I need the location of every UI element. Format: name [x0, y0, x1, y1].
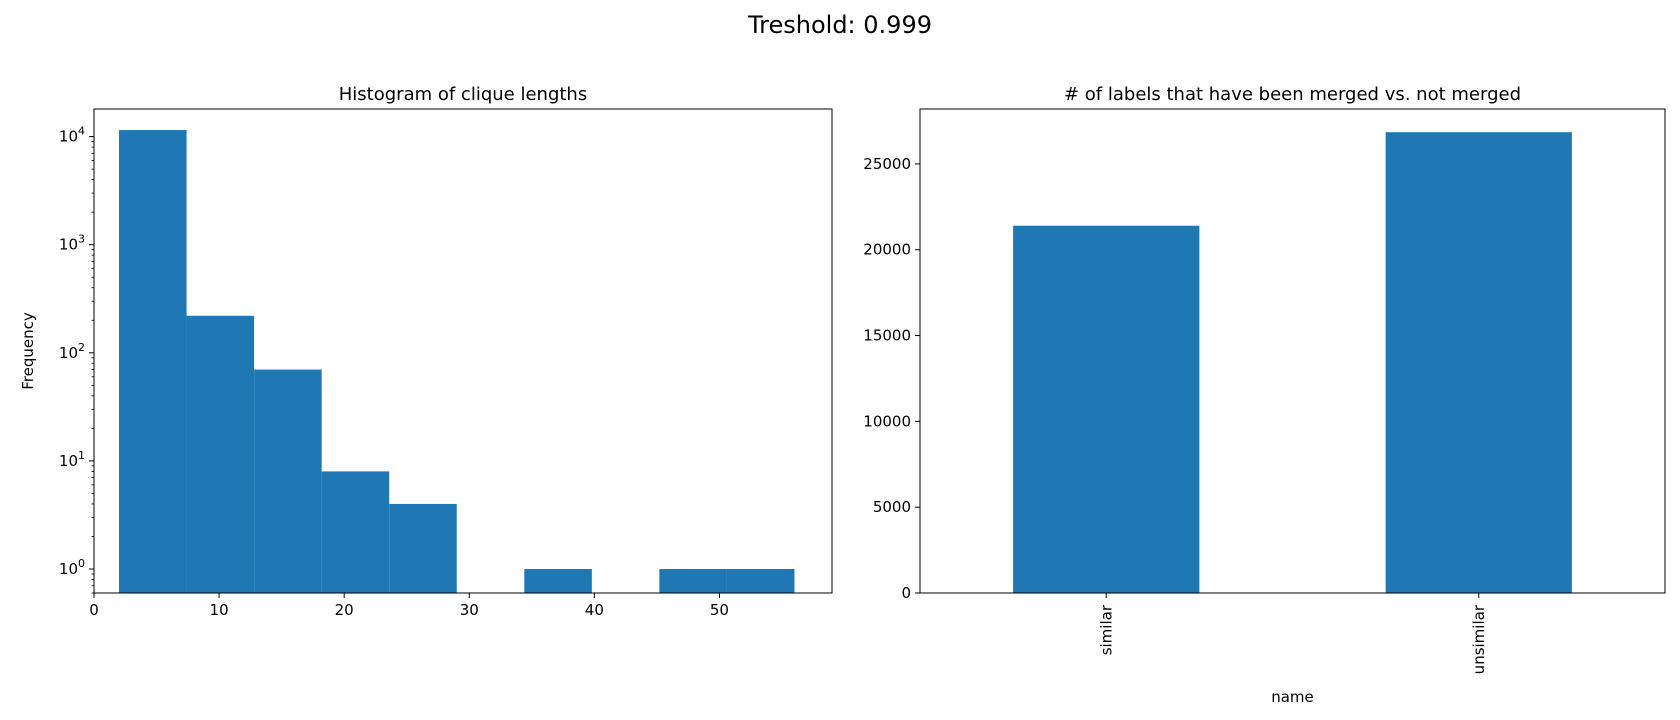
histogram-y-ticks: 100 101 102 103 104: [59, 125, 94, 594]
y-tick-label: 104: [59, 125, 85, 146]
x-tick-label: 30: [460, 601, 479, 619]
x-tick-label: unsimilar: [1470, 604, 1488, 674]
merged-chart-title: # of labels that have been merged vs. no…: [1064, 84, 1521, 105]
histogram-chart: 0 10 20 30 40 50 100 101 102 103 104 Histogram of…: [19, 84, 833, 619]
merged-y-ticks: 0 5000 10000 15000 20000 25000: [863, 155, 920, 602]
histogram-frame: [93, 108, 833, 594]
merged-x-axis-label: name: [1271, 688, 1314, 706]
histogram-bar: [659, 569, 727, 593]
histogram-bar: [254, 369, 322, 593]
y-tick-label: 10000: [863, 412, 911, 430]
merged-bar-chart: similar unsimilar 0 5000 10000 15000 20000 250…: [863, 84, 1666, 706]
merged-bars: [1013, 132, 1572, 593]
x-tick-label: 0: [89, 601, 99, 619]
histogram-bar: [321, 471, 390, 593]
histogram-bars: [119, 130, 795, 593]
histogram-x-ticks: 0 10 20 30 40 50: [89, 593, 729, 619]
bar-unsimilar: [1385, 132, 1572, 593]
y-tick-label: 25000: [863, 155, 911, 173]
histogram-bar: [726, 569, 795, 593]
y-tick-label: 101: [59, 449, 85, 470]
merged-x-ticks: similar unsimilar: [1097, 593, 1488, 674]
y-tick-label: 20000: [863, 241, 911, 259]
y-tick-label: 0: [901, 584, 911, 602]
histogram-y-axis-label: Frequency: [19, 312, 37, 390]
merged-chart-frame: [919, 108, 1666, 594]
y-tick-label: 103: [59, 233, 85, 254]
histogram-bar: [389, 503, 457, 593]
histogram-bar: [186, 315, 255, 593]
y-tick-label: 102: [59, 341, 85, 362]
histogram-title: Histogram of clique lengths: [339, 84, 587, 105]
x-tick-label: 20: [335, 601, 354, 619]
x-tick-label: similar: [1097, 604, 1115, 655]
histogram-bar: [119, 130, 187, 593]
y-tick-label: 5000: [873, 498, 911, 516]
x-tick-label: 40: [585, 601, 604, 619]
x-tick-label: 50: [710, 601, 729, 619]
y-tick-label: 100: [59, 557, 85, 578]
y-tick-label: 15000: [863, 327, 911, 345]
histogram-bar: [524, 569, 592, 593]
figure-suptitle: Treshold: 0.999: [747, 11, 932, 39]
x-tick-label: 10: [210, 601, 229, 619]
bar-similar: [1013, 225, 1200, 593]
